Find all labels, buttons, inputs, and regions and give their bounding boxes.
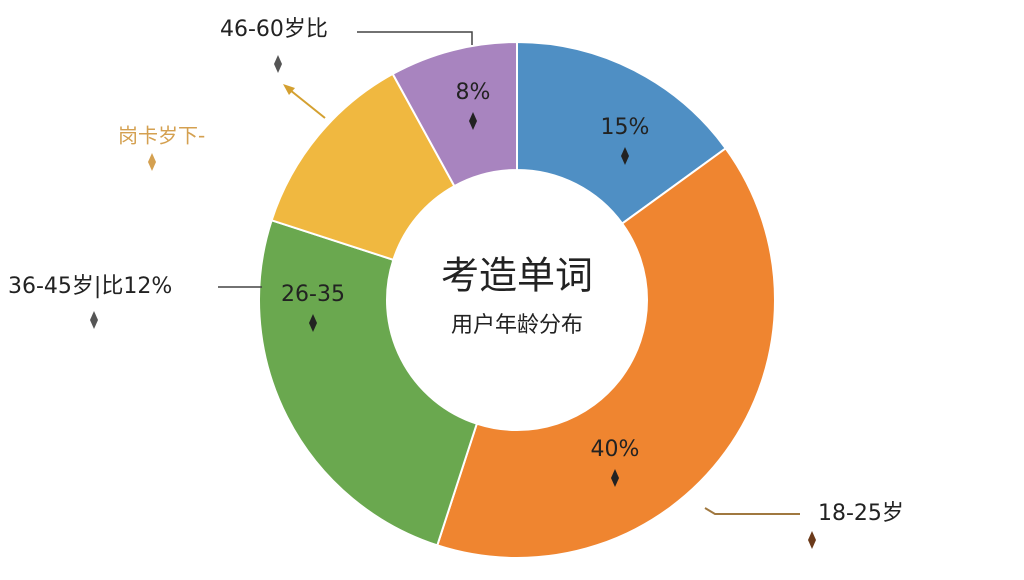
value-label: 15% [601,115,650,140]
marker-icon [808,531,816,549]
leader-line [704,507,800,515]
marker-icon [611,469,619,487]
donut-slice [258,219,479,547]
chart-subtitle: 用户年龄分布 [451,313,583,338]
arrow-head [283,84,295,95]
donut-slice [391,40,518,188]
chart-title: 考造单词 [441,254,593,298]
marker-icon [621,147,629,165]
marker-icon [90,311,98,329]
category-label: 岗卡岁下- [118,124,205,148]
category-label: 26-35 [281,282,345,307]
marker-icon [274,55,282,73]
value-label: 8% [456,80,491,105]
donut-slice [436,146,776,559]
marker-icon [309,314,317,332]
category-label: 46-60岁比 [220,17,328,42]
value-label: 40% [591,437,640,462]
marker-icon [148,153,156,171]
marker-icon [469,112,477,130]
leader-line [357,31,473,45]
category-label: 18-25岁 [818,501,904,526]
donut-slice [516,40,728,225]
annotation: 36-45岁|比12% [8,274,172,299]
